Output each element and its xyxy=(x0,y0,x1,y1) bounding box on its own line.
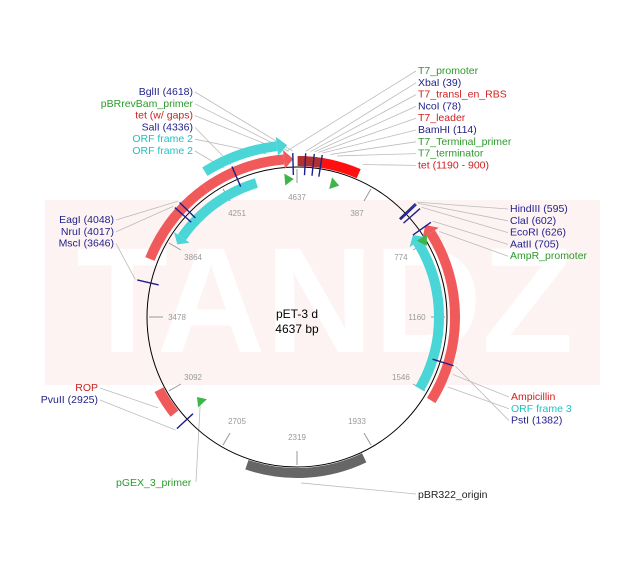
map-label[interactable]: BamHI (114) xyxy=(418,124,477,136)
restriction-site-mark[interactable] xyxy=(399,204,417,221)
map-label[interactable]: AmpR_promoter xyxy=(510,250,588,262)
map-label[interactable]: T7_leader xyxy=(418,112,466,124)
restriction-site-mark[interactable] xyxy=(432,358,454,367)
map-label[interactable]: BglII (4618) xyxy=(139,86,193,98)
primer-marker[interactable] xyxy=(416,234,427,246)
restriction-site-mark[interactable] xyxy=(403,208,421,224)
tick-label: 1933 xyxy=(348,417,366,426)
map-label[interactable]: ORF frame 3 xyxy=(511,403,572,415)
restriction-site-mark[interactable] xyxy=(179,202,196,219)
map-label[interactable]: AatII (705) xyxy=(510,238,559,250)
labels-left-group: EagI (4048)NruI (4017)MscI (3646) xyxy=(59,214,114,250)
tet-gap-arc-upper[interactable] xyxy=(202,154,285,193)
pbr322-origin-arc[interactable] xyxy=(245,453,367,478)
tick-mark xyxy=(168,383,182,392)
tick-label: 387 xyxy=(350,209,364,218)
restriction-site-mark[interactable] xyxy=(412,221,432,236)
orf-frame-2-inner[interactable] xyxy=(177,178,258,241)
tick-label: 3478 xyxy=(168,313,186,322)
tet-gap-arc-upper-head[interactable] xyxy=(283,150,294,170)
map-label[interactable]: EcoRI (626) xyxy=(510,227,566,239)
map-label[interactable]: T7_promoter xyxy=(418,65,479,77)
primer-markers xyxy=(197,173,427,408)
primer-marker[interactable] xyxy=(329,177,340,189)
map-label[interactable]: MscI (3646) xyxy=(59,238,114,250)
map-label[interactable]: tet (1190 - 900) xyxy=(418,159,489,171)
tick-label: 2319 xyxy=(288,433,306,442)
restriction-site-mark[interactable] xyxy=(292,153,295,176)
map-label[interactable]: ORF frame 2 xyxy=(132,145,193,157)
tick-label: 3864 xyxy=(184,253,202,262)
map-label[interactable]: EagI (4048) xyxy=(59,214,114,226)
map-label[interactable]: NcoI (78) xyxy=(418,100,461,112)
plasmid-name: pET-3 d xyxy=(276,307,318,321)
tick-label: 1160 xyxy=(408,313,426,322)
restriction-site-mark[interactable] xyxy=(311,153,315,176)
label-pgex-primer[interactable]: pGEX_3_primer xyxy=(116,477,192,489)
map-label[interactable]: ClaI (602) xyxy=(510,215,556,227)
feature-arcs xyxy=(145,136,460,478)
map-label[interactable]: T7_Terminal_primer xyxy=(418,136,512,148)
restriction-sites xyxy=(137,153,454,430)
orf-frame-2-outer-head[interactable] xyxy=(275,136,288,156)
tick-label: 2705 xyxy=(228,417,246,426)
tick-label: 4251 xyxy=(228,209,246,218)
plasmid-backbone xyxy=(146,166,448,468)
orf-frame-3-arc[interactable] xyxy=(413,239,444,392)
tick-mark xyxy=(222,432,231,446)
tick-label: 1546 xyxy=(392,373,410,382)
restriction-site-mark[interactable] xyxy=(137,279,159,286)
map-label[interactable]: PstI (1382) xyxy=(511,415,562,427)
tick-mark xyxy=(168,242,182,251)
tick-mark xyxy=(363,188,372,202)
map-label[interactable]: T7_terminator xyxy=(418,148,484,160)
tet-gap-arc-left[interactable] xyxy=(145,232,167,261)
map-label[interactable]: pBRrevBam_primer xyxy=(101,98,194,110)
tick-label: 4637 xyxy=(288,193,306,202)
plasmid-size: 4637 bp xyxy=(275,322,319,336)
label-pbr322-origin[interactable]: pBR322_origin xyxy=(418,489,488,501)
map-label[interactable]: T7_transl_en_RBS xyxy=(418,89,507,101)
map-label[interactable]: Ampicillin xyxy=(511,391,556,403)
map-label[interactable]: ROP xyxy=(75,382,98,394)
cloning-region-dark[interactable] xyxy=(297,156,324,169)
restriction-site-mark[interactable] xyxy=(176,413,194,430)
ampicillin-arc[interactable] xyxy=(426,230,460,404)
watermark-background xyxy=(45,200,600,385)
restriction-site-mark[interactable] xyxy=(318,154,323,177)
orf-frame-2-outer[interactable] xyxy=(202,141,278,176)
tick-label: 774 xyxy=(394,253,408,262)
rop-arc[interactable] xyxy=(154,387,179,417)
tick-mark xyxy=(363,432,372,446)
map-label[interactable]: tet (w/ gaps) xyxy=(135,110,193,122)
map-label[interactable]: HindIII (595) xyxy=(510,203,568,215)
watermark-text: TANDZ xyxy=(76,216,573,384)
restriction-site-mark[interactable] xyxy=(174,207,192,223)
map-label[interactable]: PvuII (2925) xyxy=(41,394,98,406)
labels-right-group: HindIII (595)ClaI (602)EcoRI (626)AatII … xyxy=(510,203,588,262)
restriction-site-mark[interactable] xyxy=(398,202,416,220)
primer-marker[interactable] xyxy=(284,173,294,186)
orf-frame-2-inner-head[interactable] xyxy=(174,231,190,245)
tick-label: 3092 xyxy=(184,373,202,382)
restriction-site-mark[interactable] xyxy=(303,153,307,176)
map-label[interactable]: NruI (4017) xyxy=(61,226,114,238)
restriction-site-mark[interactable] xyxy=(231,166,242,187)
map-label[interactable]: ORF frame 2 xyxy=(132,133,193,145)
primer-marker[interactable] xyxy=(197,396,207,408)
map-label[interactable]: XbaI (39) xyxy=(418,77,461,89)
map-label[interactable]: SalI (4336) xyxy=(142,121,193,133)
ampicillin-arc-head[interactable] xyxy=(422,224,439,238)
